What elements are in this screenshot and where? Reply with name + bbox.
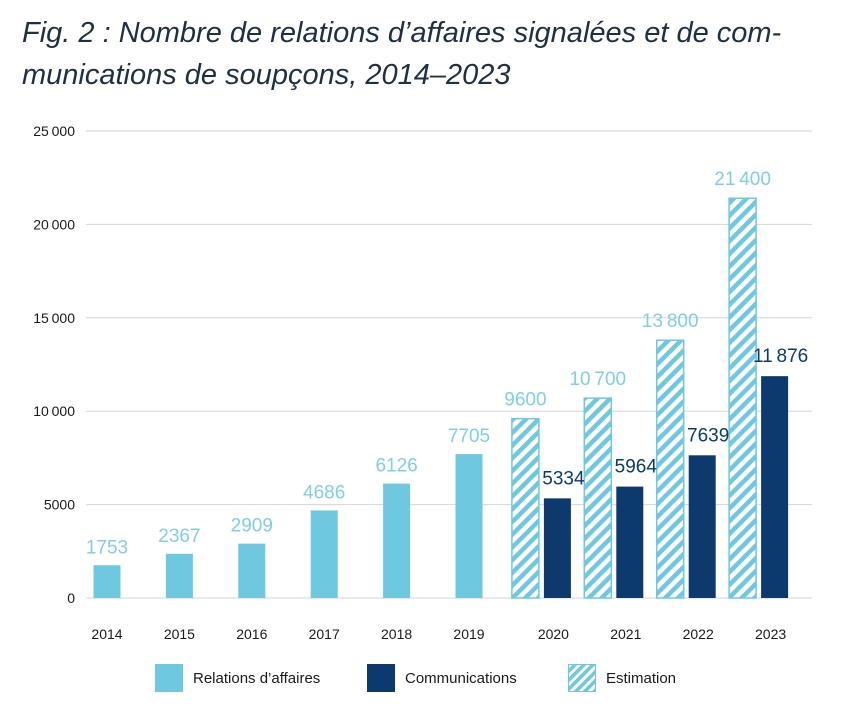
legend-label-communications: Communications xyxy=(405,669,517,687)
bar-relations xyxy=(93,565,121,598)
bar-communications xyxy=(543,498,571,598)
chart-legend: Relations d’affaires Communications Esti… xyxy=(0,664,843,694)
x-tick-label: 2014 xyxy=(91,626,122,642)
x-tick-label: 2015 xyxy=(164,626,195,642)
y-tick-label: 15 000 xyxy=(33,310,75,326)
bar-relations xyxy=(383,483,411,598)
legend-swatch-communications xyxy=(367,664,395,692)
x-tick-label: 2018 xyxy=(381,626,412,642)
y-tick-label: 20 000 xyxy=(33,216,75,232)
data-label-relations: 4686 xyxy=(303,482,345,503)
data-label-communications: 5964 xyxy=(615,457,658,478)
chart-title: Fig. 2 : Nombre de relations d’affaires … xyxy=(22,12,832,96)
bar-estimation xyxy=(511,417,540,599)
bar-estimation xyxy=(583,397,613,599)
x-tick-label: 2019 xyxy=(453,626,484,642)
x-tick-label: 2021 xyxy=(610,626,641,642)
legend-label-estimation: Estimation xyxy=(606,669,677,687)
x-tick-label: 2016 xyxy=(236,626,267,642)
data-label-relations: 6126 xyxy=(375,456,417,477)
bar-communications xyxy=(761,376,789,598)
data-label-relations: 2909 xyxy=(231,516,273,537)
data-label-estimation: 13 800 xyxy=(642,311,699,332)
y-tick-label: 5000 xyxy=(44,497,75,513)
legend-item-relations[interactable]: Relations d’affaires xyxy=(155,664,320,692)
x-tick-label: 2017 xyxy=(309,626,340,642)
data-label-relations: 7705 xyxy=(448,426,490,447)
legend-item-estimation[interactable]: Estimation xyxy=(568,664,676,692)
data-label-communications: 11 876 xyxy=(753,346,808,367)
bar-relations xyxy=(238,543,266,598)
bar-chart: 1753 2367 2909 4686 6126 7705 9600 5334 10 700 59… xyxy=(33,123,812,642)
chart-title-line-2: munications de soupçons, 2014–2023 xyxy=(22,59,511,91)
y-tick-label: 10 000 xyxy=(33,403,75,419)
data-label-estimation: 21 400 xyxy=(714,169,771,190)
data-label-communications: 5334 xyxy=(542,468,585,489)
x-tick-label: 2020 xyxy=(538,626,569,642)
x-tick-label: 2023 xyxy=(755,626,786,642)
legend-label-relations: Relations d’affaires xyxy=(193,669,321,687)
bar-communications xyxy=(688,455,716,598)
bar-estimation xyxy=(728,197,757,599)
bar-relations xyxy=(455,454,483,598)
y-tick-label: 25 000 xyxy=(33,123,75,139)
legend-item-communications[interactable]: Communications xyxy=(367,664,517,692)
chart-title-line-1: Fig. 2 : Nombre de relations d’affaires … xyxy=(22,17,782,49)
data-label-relations: 2367 xyxy=(158,526,200,547)
data-label-communications: 7639 xyxy=(687,425,729,446)
data-label-estimation: 9600 xyxy=(504,390,546,411)
bar-estimation xyxy=(655,339,685,599)
legend-swatch-relations xyxy=(155,664,183,692)
bar-relations xyxy=(165,553,193,598)
bar-communications xyxy=(616,486,644,598)
legend-swatch-estimation xyxy=(568,664,596,692)
bar-relations xyxy=(310,510,338,598)
data-label-estimation: 10 700 xyxy=(569,369,626,390)
x-tick-label: 2022 xyxy=(683,626,714,642)
data-label-relations: 1753 xyxy=(86,537,128,558)
y-tick-label: 0 xyxy=(67,590,75,606)
